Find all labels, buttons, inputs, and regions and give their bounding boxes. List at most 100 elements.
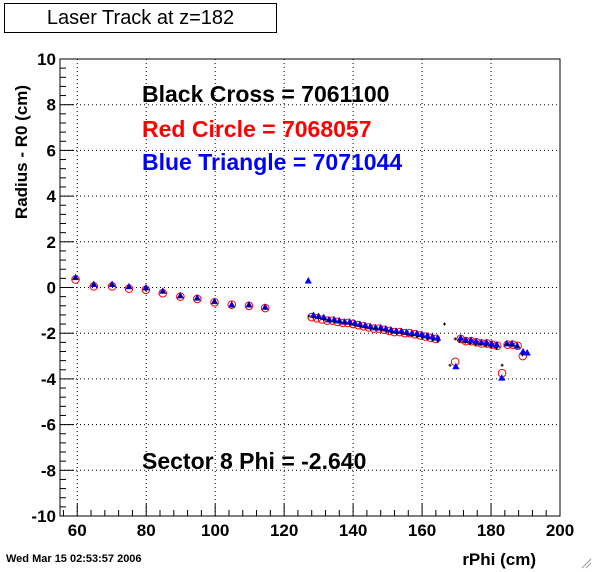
black-cross-point — [311, 315, 315, 319]
black-cross-point — [92, 283, 96, 287]
text-layer: Radius - R0 (cm) rPhi (cm) Black Cross =… — [12, 81, 536, 569]
annotation-red-circle: Red Circle = 7068057 — [142, 116, 372, 142]
blue-triangle-point — [361, 321, 369, 329]
blue-triangle-point — [433, 334, 442, 341]
black-cross-point — [212, 299, 216, 303]
black-cross-point — [405, 332, 409, 336]
blue-triangle-point — [402, 328, 411, 335]
x-tick-label: 180 — [477, 521, 505, 540]
black-cross-point — [389, 330, 393, 334]
y-axis-label: Radius - R0 (cm) — [12, 85, 31, 219]
x-tick-label: 140 — [339, 521, 367, 540]
y-tick-label: -4 — [41, 370, 57, 389]
blue-triangle-point — [387, 326, 395, 333]
black-cross-point — [332, 320, 336, 324]
x-tick-label: 160 — [408, 521, 436, 540]
black-cross-point — [520, 353, 524, 357]
x-axis-label: rPhi (cm) — [462, 550, 536, 569]
blue-triangle-point — [71, 273, 80, 281]
blue-triangle-point — [457, 334, 465, 341]
blue-triangle-point — [356, 320, 364, 327]
blue-triangle-point — [193, 294, 201, 301]
black-cross-point — [74, 276, 78, 280]
blue-triangle-point — [472, 337, 480, 345]
black-cross-point — [307, 314, 311, 318]
resize-grip-icon[interactable] — [580, 557, 592, 569]
blue-triangle-point — [366, 322, 374, 330]
blue-triangle-point — [261, 303, 269, 310]
x-tick-label: 100 — [201, 521, 229, 540]
blue-triangle-point — [488, 339, 496, 347]
y-tick-label: 6 — [47, 141, 56, 160]
black-cross-point — [322, 317, 326, 321]
x-tick-label: 60 — [68, 521, 87, 540]
blue-triangle-point — [477, 338, 485, 346]
black-cross-point — [348, 322, 352, 326]
blue-triangle-point — [523, 349, 531, 356]
y-tick-label: 10 — [37, 50, 56, 69]
blue-triangle-point — [377, 323, 385, 331]
y-tick-label: 2 — [47, 233, 56, 252]
blue-triangle-point — [519, 347, 527, 355]
black-cross-point — [353, 323, 357, 327]
x-tick-label: 80 — [137, 521, 156, 540]
blue-triangle-point — [228, 301, 236, 308]
blue-triangle-point — [159, 287, 167, 294]
chart-title: Laser Track at z=182 — [4, 3, 277, 33]
blue-triangle-point — [315, 312, 323, 319]
blue-triangle-point — [309, 311, 318, 318]
annotation-black-cross: Black Cross = 7061100 — [142, 81, 389, 107]
black-cross-point — [410, 333, 414, 337]
data-layer — [71, 273, 531, 381]
black-cross-point — [458, 339, 462, 343]
y-tick-label: -10 — [31, 507, 56, 526]
black-cross-point — [374, 327, 378, 331]
y-tick-label: 0 — [47, 279, 56, 298]
blue-triangle-point — [423, 331, 431, 339]
annotation-sector: Sector 8 Phi = -2.640 — [142, 448, 366, 474]
blue-triangle-point — [392, 327, 400, 334]
blue-triangle-point — [462, 336, 470, 343]
black-cross-point — [453, 337, 457, 341]
black-cross-point — [479, 343, 483, 347]
black-cross-point — [195, 297, 199, 301]
blue-triangle-point — [452, 362, 460, 370]
blue-triangle-point — [304, 277, 312, 284]
grid-layer — [60, 59, 560, 516]
annotation-blue-triangle: Blue Triangle = 7071044 — [142, 149, 402, 175]
blue-triangle-point — [482, 338, 491, 346]
black-cross-point — [161, 290, 165, 294]
black-cross-point — [230, 304, 234, 308]
y-tick-label: 4 — [47, 187, 57, 206]
blue-triangle-point — [397, 327, 405, 334]
blue-triangle-point — [245, 301, 253, 308]
black-cross-point — [442, 322, 446, 326]
black-cross-point — [263, 306, 267, 310]
blue-triangle-point — [498, 374, 506, 381]
blue-triangle-point — [428, 333, 437, 340]
red-circle-point — [227, 300, 237, 309]
black-cross-point — [144, 288, 148, 292]
black-cross-point — [178, 295, 182, 299]
black-cross-point — [415, 335, 419, 339]
black-cross-point — [327, 319, 331, 323]
blue-triangle-point — [125, 282, 133, 290]
black-cross-point — [400, 331, 404, 335]
blue-triangle-point — [508, 339, 516, 347]
black-cross-point — [500, 363, 504, 367]
blue-triangle-point — [346, 318, 354, 325]
black-cross-point — [489, 345, 493, 349]
x-tick-label: 200 — [546, 521, 574, 540]
black-cross-point — [338, 320, 342, 324]
blue-triangle-point — [330, 315, 338, 323]
black-cross-point — [484, 344, 488, 348]
blue-triangle-point — [413, 329, 421, 337]
black-cross-point — [395, 331, 399, 335]
blue-triangle-point — [142, 283, 150, 291]
black-cross-point — [448, 363, 452, 367]
black-cross-point — [495, 346, 499, 350]
blue-triangle-point — [418, 330, 426, 338]
blue-triangle-point — [325, 315, 333, 323]
black-cross-point — [420, 336, 424, 340]
